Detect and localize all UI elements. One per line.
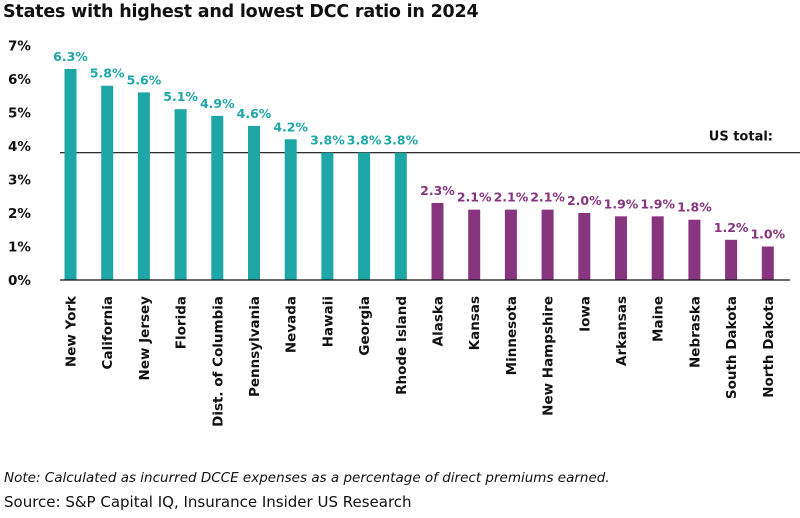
- y-tick-label: 1%: [8, 240, 31, 256]
- bar: [284, 139, 297, 280]
- data-label: 1.2%: [714, 220, 749, 235]
- x-tick-label: North Dakota: [761, 296, 777, 398]
- y-tick-label: 0%: [8, 273, 31, 289]
- y-tick-label: 2%: [8, 206, 31, 222]
- chart-source: Source: S&P Capital IQ, Insurance Inside…: [4, 493, 412, 511]
- data-label: 4.9%: [200, 96, 235, 111]
- bar: [431, 202, 444, 280]
- x-tick-label: Dist. of Columbia: [210, 296, 226, 427]
- x-tick-label: Hawaii: [320, 296, 336, 347]
- data-label: 1.9%: [604, 196, 639, 211]
- data-label: 2.1%: [494, 190, 529, 205]
- chart-note: Note: Calculated as incurred DCCE expens…: [4, 470, 610, 486]
- data-label: 2.3%: [420, 183, 455, 198]
- y-tick-label: 4%: [8, 139, 31, 155]
- y-tick-label: 7%: [8, 39, 31, 55]
- data-label: 2.1%: [530, 190, 565, 205]
- data-label: 5.1%: [163, 89, 198, 104]
- bar: [541, 209, 554, 280]
- bar: [248, 125, 260, 281]
- x-tick-label: New Jersey: [137, 296, 153, 381]
- x-tick-label: Iowa: [577, 296, 593, 332]
- x-tick-label: Maine: [651, 296, 667, 342]
- bar: [174, 109, 187, 281]
- bar: [137, 92, 150, 281]
- data-label: 1.8%: [677, 200, 712, 215]
- y-tick-label: 3%: [8, 173, 31, 189]
- bar: [651, 216, 664, 280]
- data-label: 6.3%: [53, 49, 88, 64]
- x-tick-label: California: [100, 296, 116, 369]
- us-total-label: US total:: [709, 130, 773, 145]
- x-tick-label: Alaska: [431, 296, 447, 346]
- data-label: 1.9%: [640, 196, 675, 211]
- data-label: 4.6%: [237, 106, 272, 121]
- x-tick-label: Kansas: [467, 296, 483, 350]
- bar: [504, 209, 517, 280]
- x-tick-label: Nevada: [284, 296, 300, 353]
- x-tick-label: Georgia: [357, 296, 373, 356]
- data-label: 3.8%: [310, 133, 345, 148]
- y-tick-label: 5%: [8, 106, 31, 122]
- bar: [101, 85, 114, 280]
- bar: [358, 152, 371, 280]
- data-label: 3.8%: [383, 133, 418, 148]
- x-tick-label: Nebraska: [687, 296, 703, 368]
- bar: [725, 239, 738, 280]
- data-label: 3.8%: [347, 133, 382, 148]
- bar: [64, 68, 77, 280]
- bar: [468, 209, 481, 280]
- x-tick-label: Arkansas: [614, 296, 630, 366]
- x-tick-label: Rhode Island: [394, 296, 410, 395]
- x-tick-label: Minnesota: [504, 296, 520, 375]
- chart-title: States with highest and lowest DCC ratio…: [3, 2, 479, 22]
- y-tick-label: 6%: [8, 72, 31, 88]
- x-tick-label: Florida: [174, 296, 190, 349]
- x-tick-label: New Hampshire: [541, 296, 557, 416]
- bar: [761, 246, 774, 280]
- data-label: 2.1%: [457, 190, 492, 205]
- data-label: 1.0%: [750, 227, 785, 242]
- x-tick-label: New York: [64, 295, 80, 367]
- bar: [394, 152, 407, 280]
- x-tick-label: Pennsylvania: [247, 296, 263, 397]
- x-tick-label: South Dakota: [724, 296, 740, 399]
- bar: [688, 219, 701, 280]
- data-label: 5.8%: [90, 66, 125, 81]
- data-label: 5.6%: [127, 72, 162, 87]
- bar: [211, 115, 224, 280]
- bar: [578, 213, 591, 280]
- data-label: 4.2%: [273, 119, 308, 134]
- bar: [321, 152, 334, 280]
- data-label: 2.0%: [567, 193, 602, 208]
- bar: [615, 216, 627, 280]
